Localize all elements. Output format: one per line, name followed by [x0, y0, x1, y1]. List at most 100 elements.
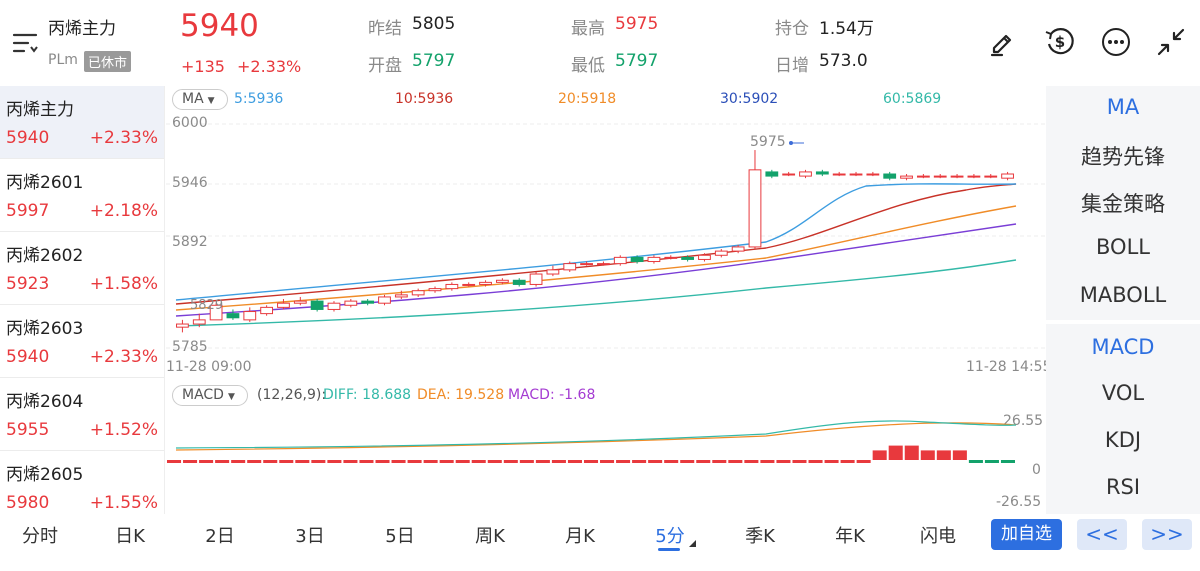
- macd-bar: [263, 460, 278, 463]
- ma30-legend: 30:5902: [720, 91, 779, 107]
- contract-change-pct: +1.58%: [89, 274, 158, 294]
- tab-2-day[interactable]: 2日: [205, 526, 235, 547]
- add-to-watchlist-button[interactable]: 加自选: [991, 519, 1062, 550]
- indicator-ma[interactable]: MA: [1106, 95, 1140, 119]
- instrument-title: 丙烯主力: [48, 19, 116, 39]
- tab-day-k[interactable]: 日K: [115, 526, 145, 547]
- menu-toggle-icon[interactable]: [12, 30, 38, 56]
- open-value: 5797: [412, 51, 456, 71]
- contract-change-pct: +2.18%: [89, 201, 158, 221]
- tab-lightning[interactable]: 闪电: [920, 526, 956, 547]
- macd-bar: [311, 460, 326, 463]
- prev-settle-label: 昨结: [368, 19, 402, 39]
- tab-5-min[interactable]: 5分: [655, 526, 685, 547]
- contract-item-main[interactable]: 丙烯主力 5940 +2.33%: [0, 86, 164, 159]
- indicator-boll[interactable]: BOLL: [1096, 235, 1150, 259]
- macd-bar: [583, 460, 599, 463]
- collapse-fullscreen-icon[interactable]: [1155, 26, 1187, 58]
- dropdown-caret-icon: ▼: [227, 392, 235, 402]
- macd-bar: [680, 460, 695, 463]
- candle-body: [361, 300, 375, 304]
- draw-pen-icon[interactable]: [988, 26, 1020, 58]
- candle-body: [866, 173, 880, 176]
- instrument-code: PLm: [48, 52, 78, 68]
- macd-dea-line: [175, 422, 1017, 451]
- candles-group: [176, 150, 1014, 333]
- candle-body: [428, 288, 442, 292]
- macd-bar: [984, 460, 999, 463]
- contract-item-2604[interactable]: 丙烯2604 5955 +1.52%: [0, 378, 164, 451]
- indicator-rsi[interactable]: RSI: [1105, 475, 1141, 499]
- next-page-button[interactable]: >>: [1142, 519, 1192, 550]
- trade-currency-icon[interactable]: $: [1043, 24, 1077, 58]
- macd-bar: [648, 460, 663, 463]
- contract-name: 丙烯主力: [6, 100, 74, 120]
- indicator-trend-pioneer[interactable]: 趋势先锋: [1081, 145, 1165, 169]
- y-axis-top: 6000: [172, 115, 208, 131]
- x-axis-end: 11-28 14:55: [966, 359, 1052, 375]
- candle-body: [226, 313, 240, 319]
- macd-bar: [423, 460, 438, 463]
- macd-bar: [808, 460, 823, 463]
- macd-bar: [744, 460, 759, 463]
- low-label: 最低: [571, 56, 605, 76]
- candle-body: [883, 173, 897, 179]
- contract-name: 丙烯2602: [6, 246, 84, 266]
- indicator-vol[interactable]: VOL: [1101, 381, 1145, 405]
- tab-5-min-corner-icon: [689, 540, 696, 547]
- macd-bar: [856, 460, 871, 463]
- indicator-kdj[interactable]: KDJ: [1104, 428, 1142, 452]
- macd-bar: [343, 460, 358, 463]
- macd-bar: [936, 450, 951, 460]
- macd-params: (12,26,9):: [257, 387, 327, 403]
- candle-body: [529, 273, 543, 285]
- macd-bar: [776, 460, 791, 463]
- indicator-macd[interactable]: MACD: [1091, 335, 1155, 359]
- macd-indicator-dropdown[interactable]: MACD ▼: [172, 385, 248, 406]
- contract-item-2602[interactable]: 丙烯2602 5923 +1.58%: [0, 232, 164, 305]
- ma60-line: [175, 259, 1017, 327]
- macd-bar: [183, 460, 198, 463]
- ma20-legend: 20:5918: [558, 91, 617, 107]
- tab-intraday[interactable]: 分时: [22, 526, 58, 547]
- macd-bar: [696, 460, 711, 463]
- contract-item-2605[interactable]: 丙烯2605 5980 +1.55%: [0, 451, 164, 514]
- macd-bar: [455, 460, 470, 463]
- ma-indicator-dropdown[interactable]: MA ▼: [172, 89, 228, 110]
- contract-price: 5980: [6, 493, 50, 513]
- ma10-line: [175, 183, 1017, 305]
- more-options-icon[interactable]: [1100, 26, 1132, 58]
- macd-chart[interactable]: [166, 410, 1046, 510]
- contract-item-2601[interactable]: 丙烯2601 5997 +2.18%: [0, 159, 164, 232]
- macd-y-zero: 0: [1032, 462, 1041, 478]
- open-label: 开盘: [368, 56, 402, 76]
- prev-page-button[interactable]: <<: [1077, 519, 1127, 550]
- macd-bar: [407, 460, 422, 463]
- indicator-maboll[interactable]: MABOLL: [1079, 283, 1167, 307]
- tab-month-k[interactable]: 月K: [565, 526, 595, 547]
- macd-bar: [519, 460, 534, 463]
- y-axis-mid2: 5892: [172, 234, 208, 250]
- candle-body: [933, 175, 947, 178]
- macd-bar: [391, 460, 406, 463]
- tab-3-day[interactable]: 3日: [295, 526, 325, 547]
- candle-body: [832, 173, 846, 176]
- tab-year-k[interactable]: 年K: [835, 526, 865, 547]
- contract-change-pct: +1.55%: [89, 493, 158, 513]
- macd-bar: [231, 460, 246, 463]
- contract-item-2603[interactable]: 丙烯2603 5940 +2.33%: [0, 305, 164, 378]
- macd-bar: [616, 460, 631, 463]
- candlestick-chart[interactable]: [166, 110, 1046, 380]
- macd-bar: [824, 460, 839, 463]
- contract-name: 丙烯2603: [6, 319, 84, 339]
- tab-5-day[interactable]: 5日: [385, 526, 415, 547]
- candle-body: [782, 173, 796, 176]
- indicator-jijin-strategy[interactable]: 集金策略: [1081, 192, 1165, 216]
- tab-season-k[interactable]: 季K: [745, 526, 775, 547]
- macd-bar: [760, 460, 775, 463]
- tab-week-k[interactable]: 周K: [475, 526, 505, 547]
- candle-body: [1001, 173, 1014, 179]
- macd-bar: [968, 460, 983, 463]
- x-axis-start: 11-28 09:00: [166, 359, 252, 375]
- candle-body: [495, 279, 509, 283]
